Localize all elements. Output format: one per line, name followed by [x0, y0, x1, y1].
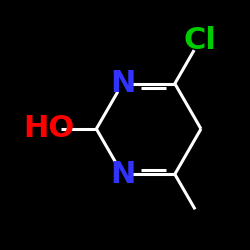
Text: HO: HO [24, 114, 75, 144]
Text: N: N [110, 69, 135, 98]
Text: Cl: Cl [183, 26, 216, 55]
Text: N: N [110, 160, 135, 189]
